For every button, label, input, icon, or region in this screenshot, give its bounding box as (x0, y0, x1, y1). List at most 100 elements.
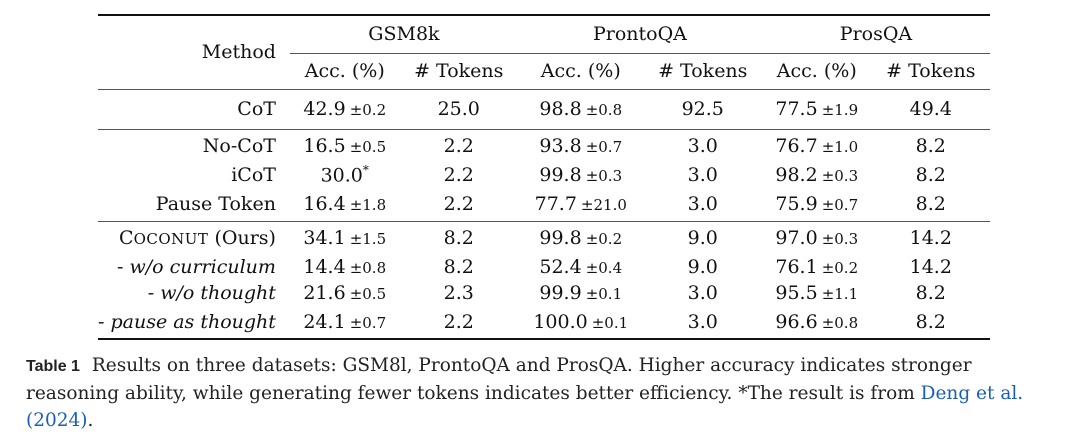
table-body: CoT 42.9 ±0.2 25.0 98.8 ±0.8 92.5 77.5 ±1.9 49.4 N… (98, 89, 990, 339)
accuracy-cell: 52.4 ±0.4 (518, 254, 644, 280)
tokens-cell: 3.0 (644, 306, 762, 339)
std-dev: ±0.7 (585, 137, 623, 156)
accuracy-cell: 76.1 ±0.2 (762, 254, 872, 280)
cell-value: 16.5 (303, 134, 346, 157)
std-dev: ±21.0 (580, 196, 627, 215)
subheader-tokens: # Tokens (414, 60, 504, 82)
method-cell: iCoT (231, 164, 276, 186)
cell-value: 2.2 (443, 164, 474, 186)
accuracy-cell: 93.8 ±0.7 (518, 129, 644, 162)
cell-value: 25.0 (437, 98, 480, 120)
cell-value: 3.0 (687, 164, 718, 186)
accuracy-cell: 76.7 ±1.0 (762, 129, 872, 162)
cell-value: 9.0 (687, 226, 718, 249)
subheader-acc: Acc. (%) (776, 60, 857, 82)
cell-value: 52.4 (539, 256, 582, 278)
subheader-acc: Acc. (%) (540, 60, 621, 82)
tokens-cell: 8.2 (872, 162, 990, 188)
accuracy-cell: 30.0* (320, 163, 369, 187)
cell-value: 3.0 (687, 134, 718, 157)
cell-value: 9.0 (687, 256, 718, 278)
method-cell: - pause as thought (98, 311, 276, 333)
table-row: Pause Token 16.4 ±1.8 2.2 77.7 ±21.0 3.0 75.9 ±0… (98, 188, 990, 221)
accuracy-cell: 99.9 ±0.1 (518, 280, 644, 306)
dataset-header-prosqa: ProsQA (761, 15, 990, 54)
results-table: Method GSM8k ProntoQA ProsQA Acc. (%) # … (98, 14, 990, 340)
cell-value: 77.7 (534, 193, 577, 216)
caption-label: Table 1 (26, 358, 80, 375)
cell-value: 97.0 (775, 226, 818, 249)
std-dev: ±0.4 (585, 259, 623, 277)
tokens-cell: 8.2 (872, 188, 990, 221)
tokens-cell: 25.0 (400, 89, 518, 129)
tokens-cell: 8.2 (872, 129, 990, 162)
cell-value: 99.8 (539, 226, 582, 249)
method-cell: - w/o curriculum (116, 256, 276, 278)
table-row: No-CoT 16.5 ±0.5 2.2 93.8 ±0.7 3.0 76.7 ±1.0 8.2 (98, 129, 990, 162)
tokens-cell: 8.2 (872, 306, 990, 339)
accuracy-cell: 16.5 ±0.5 (290, 129, 400, 162)
cell-value: 8.2 (915, 311, 946, 333)
accuracy-cell: 77.7 ±21.0 (518, 188, 644, 221)
cell-value: 95.5 (775, 282, 818, 304)
dataset-header-gsm8k: GSM8k (289, 15, 518, 54)
std-dev: ±0.2 (349, 101, 387, 119)
cell-value: 24.1 (303, 311, 346, 333)
std-dev: ±0.5 (349, 137, 387, 156)
accuracy-cell: 42.9 ±0.2 (290, 89, 400, 129)
tokens-cell: 8.2 (400, 254, 518, 280)
tokens-cell: 92.5 (644, 89, 762, 129)
tokens-cell: 2.2 (400, 162, 518, 188)
std-dev: ±0.1 (591, 314, 629, 332)
accuracy-cell: 99.8 ±0.2 (518, 221, 644, 254)
method-cell: COCONUT (Ours) (119, 226, 276, 249)
std-dev: ±1.8 (349, 196, 387, 215)
caption-end: . (87, 410, 94, 431)
accuracy-cell: 75.9 ±0.7 (762, 188, 872, 221)
accuracy-cell: 21.6 ±0.5 (290, 280, 400, 306)
accuracy-cell: 97.0 ±0.3 (762, 221, 872, 254)
table-row: iCoT 30.0* 2.2 99.8 ±0.3 3.0 98.2 ±0.3 8.2 (98, 162, 990, 188)
cell-value: 98.2 (775, 164, 818, 186)
tokens-cell: 3.0 (644, 188, 762, 221)
table-row: - pause as thought 24.1 ±0.7 2.2 100.0 ±0.1 3.… (98, 306, 990, 339)
accuracy-cell: 98.8 ±0.8 (518, 89, 644, 129)
cell-value: 77.5 (775, 98, 818, 120)
cell-value: 96.6 (775, 311, 818, 333)
cell-value: 99.9 (539, 282, 582, 304)
std-dev: ±0.7 (349, 314, 387, 332)
tokens-cell: 8.2 (400, 221, 518, 254)
std-dev: ±0.7 (821, 196, 859, 215)
tokens-cell: 3.0 (644, 280, 762, 306)
tokens-cell: 8.2 (872, 280, 990, 306)
cell-value: 21.6 (303, 282, 346, 304)
cell-value: 2.2 (443, 134, 474, 157)
table-row: - w/o curriculum 14.4 ±0.8 8.2 52.4 ±0.4 9.0 76… (98, 254, 990, 280)
cell-value: 8.2 (443, 256, 474, 278)
cell-value: 93.8 (539, 134, 582, 157)
tokens-cell: 14.2 (872, 254, 990, 280)
cell-value: 92.5 (681, 98, 724, 120)
cell-value: 75.9 (775, 193, 818, 216)
accuracy-cell: 95.5 ±1.1 (762, 280, 872, 306)
subheader-tokens: # Tokens (658, 60, 748, 82)
cell-value: 100.0 (533, 311, 588, 333)
std-dev: ±0.3 (585, 167, 623, 185)
table-row: - w/o thought 21.6 ±0.5 2.3 99.9 ±0.1 3.0 95.5 ±… (98, 280, 990, 306)
accuracy-cell: 16.4 ±1.8 (290, 188, 400, 221)
subheader-tokens: # Tokens (886, 60, 976, 82)
std-dev: ±1.5 (349, 229, 387, 248)
cell-value: 99.8 (539, 164, 582, 186)
table-row: COCONUT (Ours) 34.1 ±1.5 8.2 99.8 ±0.2 9.0 97.0… (98, 221, 990, 254)
cell-value: 8.2 (443, 226, 474, 249)
std-dev: ±0.3 (821, 167, 859, 185)
dataset-header-prontoqa: ProntoQA (517, 15, 762, 54)
table-caption: Table 1 Results on three datasets: GSM8l… (26, 352, 1066, 434)
caption-text: Results on three datasets: GSM8l, Pronto… (26, 355, 972, 404)
cell-value: 30.0 (320, 164, 363, 187)
tokens-cell: 9.0 (644, 221, 762, 254)
cell-value: 76.7 (775, 134, 818, 157)
cell-value: 34.1 (303, 226, 346, 249)
std-dev: ±1.0 (821, 137, 859, 156)
std-dev: ±0.8 (349, 259, 387, 277)
